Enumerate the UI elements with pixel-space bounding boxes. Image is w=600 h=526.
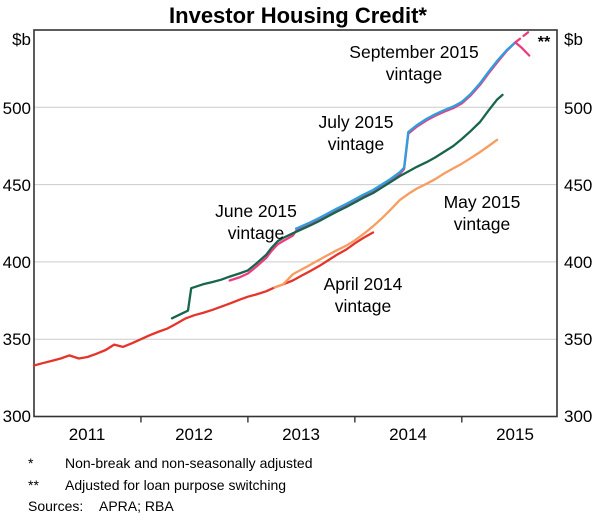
series-line-may-2015-vintage xyxy=(273,138,499,289)
y-tick-right-500: 500 xyxy=(564,99,592,118)
y-tick-left-300: 300 xyxy=(3,407,31,426)
series-label-july-2015-vintage-line2: vintage xyxy=(328,134,384,154)
y-unit-left: $b xyxy=(12,30,31,49)
series-label-may-2015-vintage-line2: vintage xyxy=(454,214,510,234)
x-tick-2013: 2013 xyxy=(282,425,320,444)
series-label-may-2015-vintage-line1: May 2015 xyxy=(444,192,521,212)
x-tick-2012: 2012 xyxy=(175,425,213,444)
series-label-june-2015-vintage-line2: vintage xyxy=(228,223,284,243)
series-line-june-2015-vintage xyxy=(170,93,504,320)
x-tick-2015: 2015 xyxy=(496,425,534,444)
series-label-july-2015-vintage-line1: July 2015 xyxy=(319,112,394,132)
plot-border xyxy=(33,29,558,418)
x-tick-2011: 2011 xyxy=(69,425,106,444)
chart-title: Investor Housing Credit* xyxy=(169,3,427,28)
sources-label: Sources: xyxy=(28,498,83,514)
annotation-asterisks: ** xyxy=(538,34,551,51)
sources-value: APRA; RBA xyxy=(99,498,174,514)
footnote-2-text: Adjusted for loan purpose switching xyxy=(65,477,286,493)
y-tick-left-450: 450 xyxy=(3,176,31,195)
y-tick-right-450: 450 xyxy=(564,176,592,195)
series-label-april-2014-vintage-line2: vintage xyxy=(335,296,391,316)
series-line-july-2015-vintage xyxy=(294,41,517,230)
y-tick-left-350: 350 xyxy=(3,330,31,349)
series-label-september-2015-vintage-line1: September 2015 xyxy=(349,42,478,62)
series-label-september-2015-vintage-line2: vintage xyxy=(386,64,442,84)
data-series xyxy=(32,31,531,367)
x-axis-tick-marks xyxy=(140,416,463,423)
series-label-april-2014-vintage-line1: April 2014 xyxy=(324,274,403,294)
y-tick-left-400: 400 xyxy=(3,253,31,272)
y-tick-left-500: 500 xyxy=(3,99,31,118)
footnote-2-marker: ** xyxy=(28,477,39,493)
series-line-september-2015-vintage-adjusted xyxy=(514,31,530,44)
gridlines xyxy=(34,106,557,340)
y-tick-right-300: 300 xyxy=(564,407,592,426)
footnote-1-marker: * xyxy=(28,455,34,471)
y-tick-right-350: 350 xyxy=(564,330,592,349)
y-tick-right-400: 400 xyxy=(564,253,592,272)
series-label-june-2015-vintage-line1: June 2015 xyxy=(215,201,297,221)
footnote-1-text: Non-break and non-seasonally adjusted xyxy=(65,455,313,471)
y-unit-right: $b xyxy=(564,30,583,49)
series-line-april-2014-vintage xyxy=(32,231,375,367)
x-tick-2014: 2014 xyxy=(389,425,427,444)
